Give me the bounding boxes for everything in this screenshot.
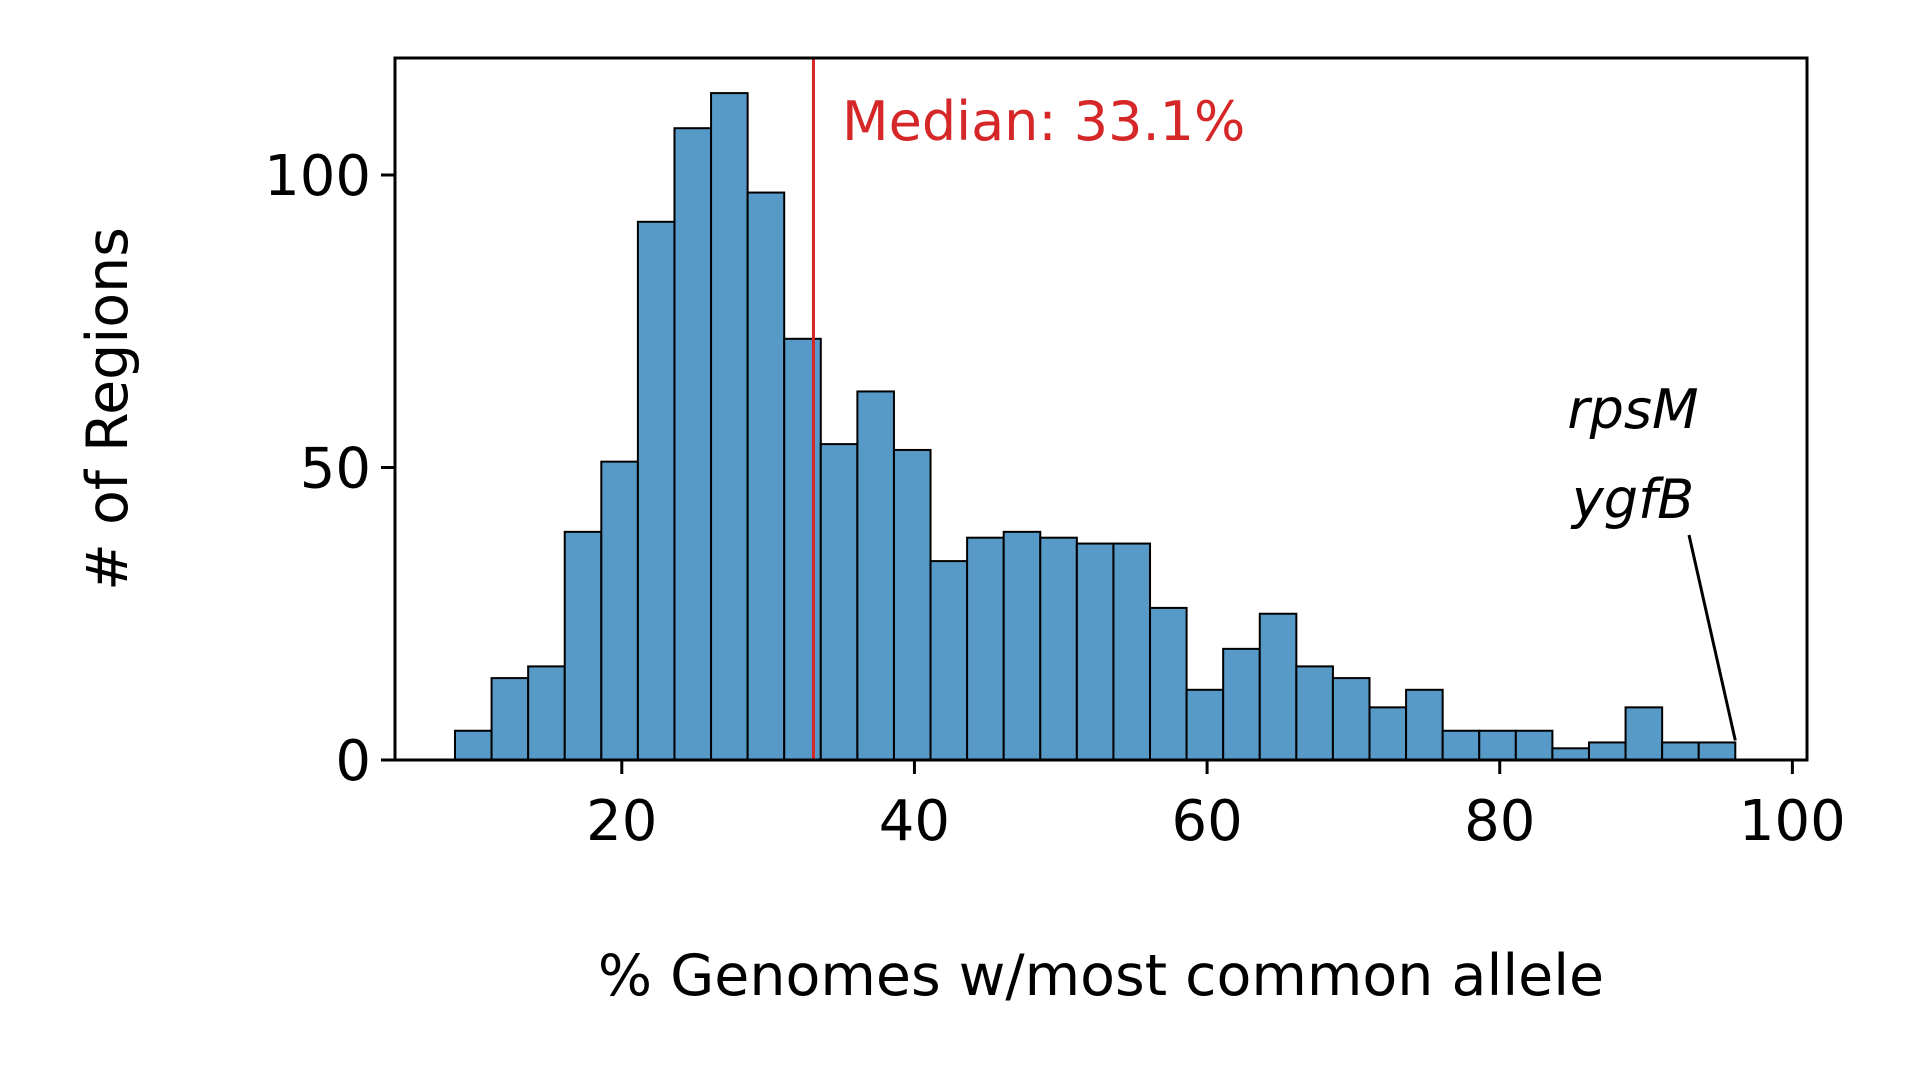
y-tick-label: 100 <box>264 144 371 209</box>
histogram-bar <box>1661 741 1700 762</box>
histogram-bar <box>1075 542 1115 761</box>
annotation-label: ygfB <box>1570 468 1694 531</box>
x-tick-label: 40 <box>879 789 950 854</box>
histogram-bar <box>1112 542 1152 761</box>
histogram-bar <box>1039 536 1078 762</box>
histogram-bar <box>819 443 859 761</box>
histogram-bar <box>1331 677 1371 761</box>
histogram-bar <box>1441 729 1481 761</box>
histogram-bar <box>1185 688 1225 761</box>
histogram-bar <box>1551 747 1590 761</box>
histogram-bar <box>636 220 676 762</box>
x-tick-label: 100 <box>1739 789 1846 854</box>
x-tick-label: 80 <box>1464 789 1535 854</box>
plot-frame <box>393 56 1809 762</box>
histogram-bar <box>453 729 493 761</box>
histogram-bar <box>1514 729 1554 761</box>
histogram-bar <box>1587 741 1627 762</box>
x-axis-ticks: 20 40 60 80 100 <box>586 760 1846 854</box>
histogram-bar <box>929 560 969 761</box>
histogram-bar <box>1368 706 1408 761</box>
histogram-bar <box>892 448 932 761</box>
histogram-bar <box>783 337 822 761</box>
histogram-bar <box>966 536 1005 762</box>
histogram-bar <box>746 191 786 762</box>
histogram-bar <box>710 92 749 762</box>
histogram-bar <box>527 665 566 762</box>
median-label: Median: 33.1% <box>842 90 1245 153</box>
histogram-bar <box>673 127 713 761</box>
histogram-bar <box>490 677 530 761</box>
histogram-bar <box>1149 606 1188 762</box>
annotation-pointer <box>1687 534 1737 741</box>
histogram-bar <box>1002 530 1042 761</box>
histogram-bar <box>1258 612 1298 761</box>
y-axis-label: # of Regions <box>75 227 141 591</box>
histogram-bar <box>1222 647 1261 761</box>
histogram-bar <box>563 530 603 761</box>
y-axis-ticks: 0 50 100 <box>264 144 395 794</box>
annotation-label: rpsM <box>1567 378 1698 441</box>
y-tick-label: 50 <box>300 437 371 502</box>
histogram-bar <box>856 390 895 761</box>
histogram-bar <box>1295 665 1334 762</box>
histogram-bars <box>453 92 1737 762</box>
histogram-bar <box>1624 706 1664 761</box>
histogram-bar <box>1697 741 1737 762</box>
histogram-bar <box>1478 729 1517 761</box>
histogram-bar <box>600 460 639 761</box>
y-tick-label: 0 <box>335 729 371 794</box>
x-tick-label: 60 <box>1171 789 1242 854</box>
histogram-bar <box>1405 688 1444 761</box>
outlier-annotation: rpsM ygfB <box>1567 378 1737 741</box>
x-axis-label: % Genomes w/most common allele <box>598 943 1604 1009</box>
x-tick-label: 20 <box>586 789 657 854</box>
